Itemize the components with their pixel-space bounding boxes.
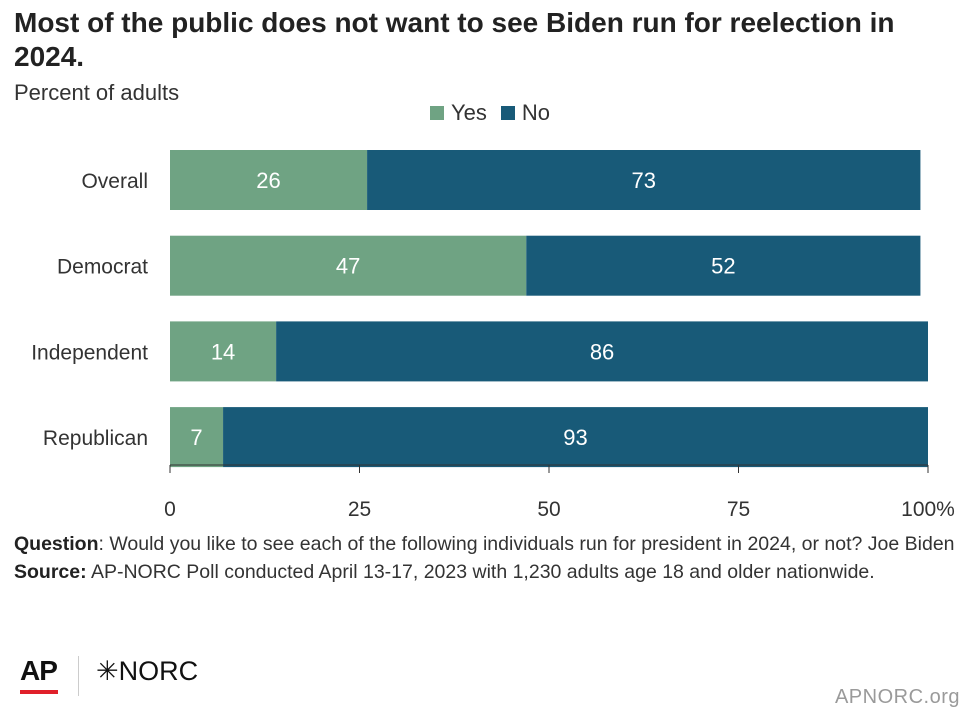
chart-subtitle: Percent of adults [14,80,180,105]
data-label-no: 52 [711,254,735,279]
bar-yes [170,150,368,210]
category-label: Republican [43,427,148,450]
bar-yes [170,321,277,382]
data-label-yes: 7 [190,425,202,450]
x-tick-label: 25 [348,498,371,521]
norc-logo-text: NORC [118,656,199,686]
question-text: : Would you like to see each of the foll… [98,533,955,555]
data-label-no: 86 [590,339,614,364]
bar-yes [170,235,527,296]
source-label: Source: [14,561,87,583]
bar-no [276,321,928,382]
chart-legend: Yes No [430,100,564,126]
legend-swatch-no [500,106,515,120]
bar-no [526,235,921,296]
bar-yes [170,407,224,468]
category-label: Overall [81,170,148,193]
legend-swatch-yes [430,106,444,120]
legend-item-yes: Yes [430,100,487,126]
x-tick-label: 100% [901,498,955,521]
ap-logo: AP [20,655,58,686]
source-note: Source: AP-NORC Poll conducted April 13-… [14,560,969,584]
question-note: Question: Would you like to see each of … [14,532,969,556]
data-label-yes: 47 [336,254,360,279]
question-label: Question [14,533,99,555]
legend-item-no: No [500,100,551,126]
legend-label-no: No [521,100,551,125]
category-label: Independent [31,341,148,364]
x-tick-label: 0 [164,498,176,521]
category-label: Democrat [57,256,148,279]
chart-title: Most of the public does not want to see … [14,7,895,72]
logo-divider [78,656,79,696]
stacked-bar-chart: Overall 26 73 Democrat 47 52 Independent 14 86 Re… [31,150,955,521]
source-text: AP-NORC Poll conducted April 13-17, 2023… [86,561,875,583]
site-url: APNORC.org [834,686,960,708]
data-label-no: 93 [563,425,587,450]
data-label-no: 73 [632,168,656,193]
x-tick-label: 50 [537,498,560,521]
norc-mark-icon: ✳ [96,656,119,686]
bar-no [223,407,928,468]
ap-logo-underline [20,690,58,694]
data-label-yes: 26 [256,168,280,193]
chart-footer: Question: Would you like to see each of … [14,532,969,588]
x-tick-label: 75 [727,498,750,521]
bar-no [367,150,921,210]
data-label-yes: 14 [211,339,235,364]
norc-logo: ✳NORC [96,656,198,687]
legend-label-yes: Yes [451,100,487,125]
